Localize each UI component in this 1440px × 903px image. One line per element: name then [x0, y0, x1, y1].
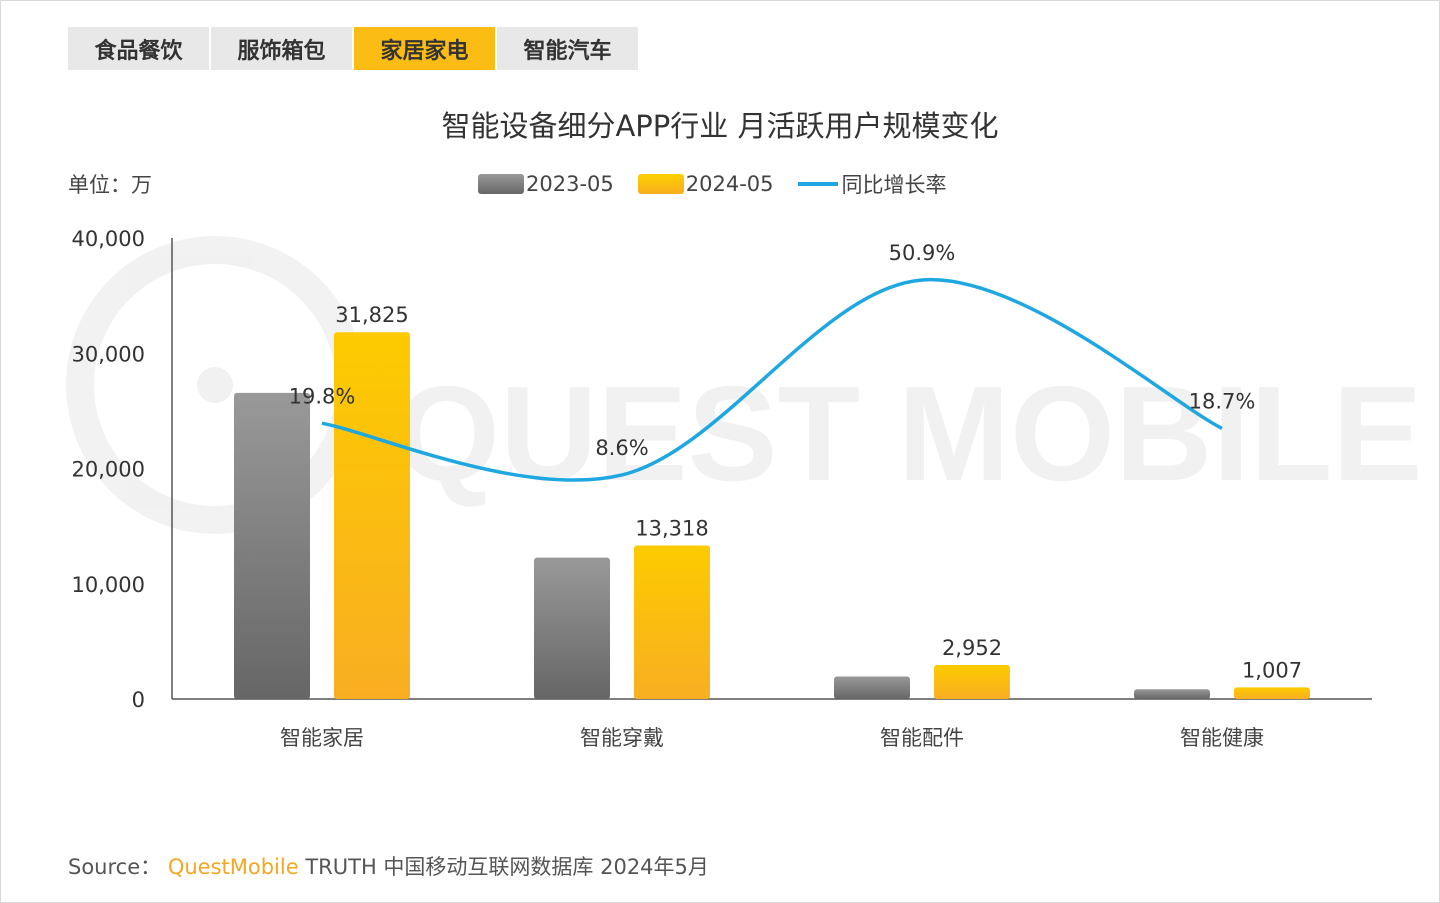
tab-food[interactable]: 食品餐饮 — [68, 27, 209, 70]
bar-2023-05 — [1134, 689, 1210, 699]
growth-rate-line — [321, 278, 1223, 482]
x-tick-label: 智能穿戴 — [580, 726, 664, 750]
source-text: TRUTH 中国移动互联网数据库 2024年5月 — [305, 855, 709, 879]
tab-apparel[interactable]: 服饰箱包 — [211, 27, 352, 70]
line-data-label: 19.8% — [289, 384, 356, 408]
category-tabs: 食品餐饮 服饰箱包 家居家电 智能汽车 — [68, 27, 638, 70]
bar-2023-05 — [834, 676, 910, 699]
legend: 2023-05 2024-05 同比增长率 — [478, 169, 971, 199]
bar-2024-05 — [634, 545, 710, 699]
legend-item-growth: 同比增长率 — [797, 169, 947, 199]
legend-item-2024: 2024-05 — [637, 172, 774, 196]
bar-data-label: 13,318 — [635, 517, 708, 541]
legend-item-2023: 2023-05 — [478, 172, 614, 196]
legend-swatch-line — [797, 182, 838, 186]
y-tick-label: 0 — [132, 688, 145, 712]
y-tick-label: 20,000 — [72, 458, 145, 482]
svg-text:QUEST MOBILE: QUEST MOBILE — [395, 358, 1423, 509]
bar-data-label: 2,952 — [942, 636, 1002, 660]
bar-2023-05 — [534, 557, 610, 699]
bar-data-label: 31,825 — [335, 303, 408, 327]
bar-2024-05 — [1234, 687, 1310, 699]
line-data-label: 8.6% — [595, 436, 648, 460]
chart-title: 智能设备细分APP行业 月活跃用户规模变化 — [441, 109, 999, 143]
tab-smart-car[interactable]: 智能汽车 — [497, 27, 638, 70]
legend-label: 2023-05 — [526, 172, 614, 196]
y-tick-label: 30,000 — [72, 342, 145, 366]
line-data-label: 50.9% — [889, 241, 956, 265]
y-tick-label: 40,000 — [72, 227, 145, 251]
source-brand: QuestMobile — [167, 855, 299, 879]
y-tick-label: 10,000 — [72, 573, 145, 597]
unit-label: 单位：万 — [68, 173, 152, 197]
bar-data-label: 1,007 — [1242, 658, 1302, 682]
legend-label: 2024-05 — [685, 172, 774, 196]
bar-2024-05 — [334, 332, 410, 699]
source-note: Source： QuestMobile TRUTH 中国移动互联网数据库 202… — [68, 851, 709, 881]
line-data-label: 18.7% — [1189, 389, 1256, 413]
legend-label: 同比增长率 — [841, 173, 947, 197]
x-tick-label: 智能健康 — [1180, 726, 1264, 750]
bar-2023-05 — [234, 392, 310, 699]
tab-home-appliance[interactable]: 家居家电 — [354, 27, 495, 70]
legend-swatch-gray — [478, 174, 524, 194]
x-tick-label: 智能家居 — [280, 726, 364, 750]
bar-2024-05 — [934, 664, 1010, 699]
legend-swatch-yellow — [637, 174, 684, 194]
x-tick-label: 智能配件 — [880, 726, 964, 750]
source-prefix: Source： — [68, 855, 162, 879]
